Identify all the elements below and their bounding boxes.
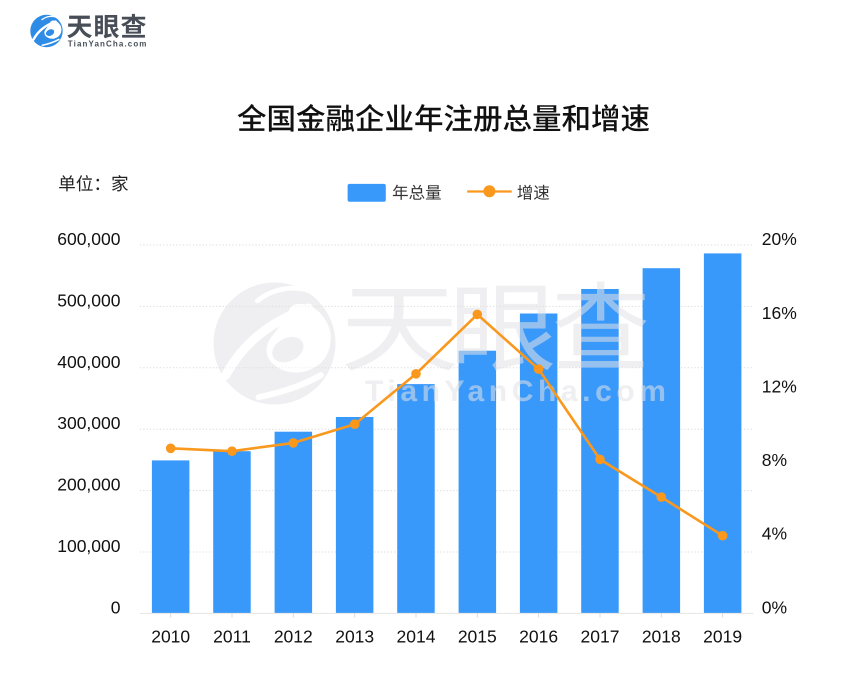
svg-text:0%: 0%	[762, 597, 787, 617]
svg-text:20%: 20%	[762, 229, 797, 249]
svg-text:TianYanCha.com: TianYanCha.com	[68, 39, 148, 48]
svg-text:2014: 2014	[397, 627, 436, 647]
svg-text:2013: 2013	[335, 627, 374, 647]
svg-text:2017: 2017	[581, 627, 620, 647]
svg-text:2010: 2010	[151, 627, 190, 647]
svg-text:300,000: 300,000	[57, 413, 121, 433]
svg-text:0: 0	[111, 597, 121, 617]
svg-text:TianYanCha.com: TianYanCha.com	[365, 375, 671, 408]
svg-text:600,000: 600,000	[57, 229, 121, 249]
svg-text:2015: 2015	[458, 627, 497, 647]
svg-text:8%: 8%	[762, 450, 787, 470]
svg-text:16%: 16%	[762, 303, 797, 323]
svg-text:2018: 2018	[642, 627, 681, 647]
svg-text:500,000: 500,000	[57, 290, 121, 310]
svg-text:2019: 2019	[703, 627, 742, 647]
svg-text:2012: 2012	[274, 627, 313, 647]
svg-text:200,000: 200,000	[57, 475, 121, 495]
svg-text:12%: 12%	[762, 376, 797, 396]
svg-text:2011: 2011	[213, 627, 251, 647]
svg-text:100,000: 100,000	[57, 536, 121, 556]
svg-text:2016: 2016	[519, 627, 558, 647]
svg-text:400,000: 400,000	[57, 352, 121, 372]
svg-text:4%: 4%	[762, 524, 787, 544]
